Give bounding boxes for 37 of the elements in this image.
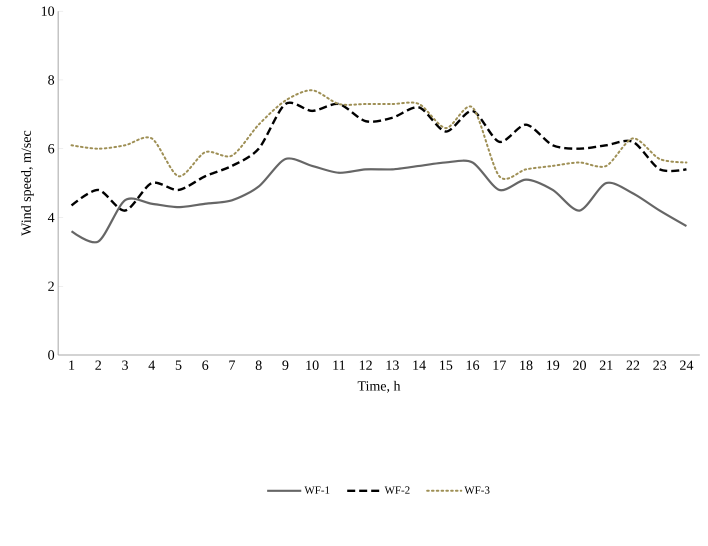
x-tick-label: 21	[600, 360, 612, 370]
x-tick-label: 16	[466, 360, 480, 370]
x-tick-label: 19	[546, 360, 560, 370]
x-tick-label: 13	[386, 360, 399, 370]
y-axis-title: Wind speed, m/sec	[21, 130, 34, 236]
x-tick-label: 5	[176, 360, 182, 370]
x-axis-title: Time, h	[358, 380, 400, 393]
x-tick-label: 12	[360, 360, 372, 370]
x-tick-label: 18	[520, 360, 532, 370]
x-tick-label: 2	[95, 360, 101, 370]
x-tick-label: 17	[494, 360, 506, 370]
x-tick-label: 11	[333, 360, 345, 370]
line-series	[70, 102, 688, 212]
y-tick-label: 2	[48, 282, 54, 291]
x-tick-label: 4	[148, 360, 156, 370]
line-series	[70, 157, 688, 243]
legend-label: WF-1	[304, 486, 330, 494]
x-tick-label: 20	[573, 360, 586, 370]
y-tick-label: 10	[42, 6, 54, 16]
x-tick-label: 23	[653, 360, 666, 370]
y-tick-label: 8	[48, 75, 54, 85]
x-tick-label: 3	[122, 360, 128, 370]
x-tick-label: 6	[202, 360, 208, 370]
x-tick-label: 14	[413, 360, 426, 370]
x-tick-label: 10	[306, 360, 319, 370]
x-tick-label: 24	[680, 360, 694, 370]
x-tick-label: 15	[440, 360, 452, 370]
y-tick-label: 6	[48, 144, 54, 154]
x-tick-label: 22	[626, 360, 640, 370]
x-tick-label: 1	[69, 360, 74, 370]
y-tick-label: 0	[48, 350, 54, 360]
x-tick-label: 7	[229, 360, 236, 370]
legend-label: WF-2	[384, 486, 410, 494]
legend-label: WF-3	[464, 486, 490, 494]
x-tick-label: 9	[282, 360, 288, 370]
y-tick-label: 4	[48, 212, 54, 222]
x-tick-label: 8	[256, 360, 262, 370]
